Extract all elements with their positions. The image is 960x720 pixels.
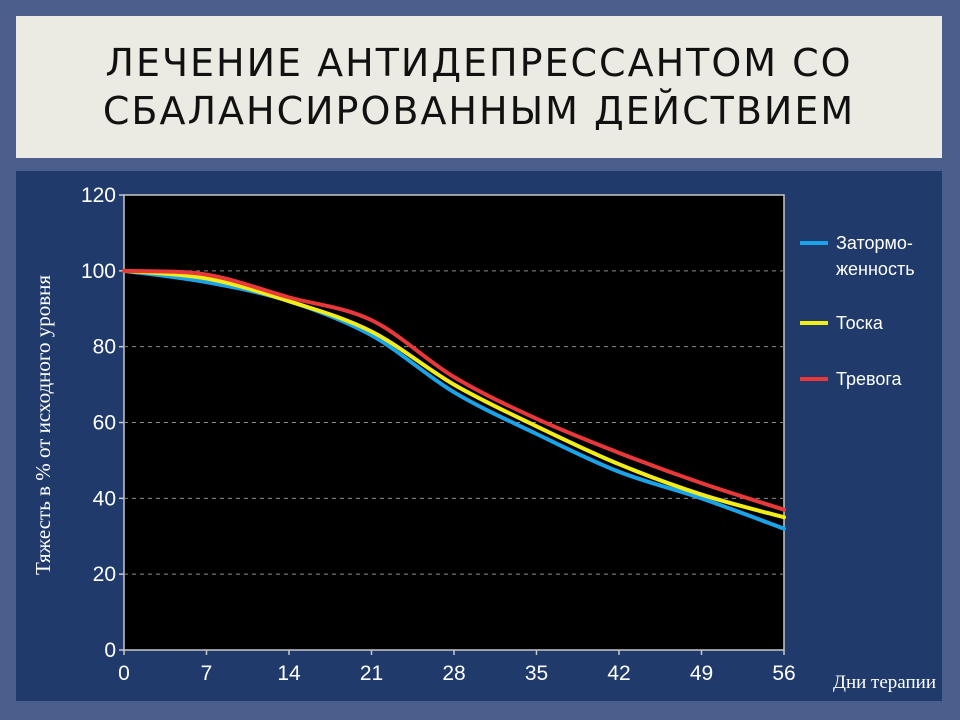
series-lines bbox=[122, 268, 786, 531]
legend-label: женность bbox=[836, 259, 915, 279]
y-tick-label: 0 bbox=[104, 639, 116, 662]
y-tick-label: 80 bbox=[93, 336, 116, 359]
gridlines bbox=[124, 270, 784, 575]
slide-title-line-1: ЛЕЧЕНИЕ АНТИДЕПРЕССАНТОМ СО bbox=[105, 41, 853, 85]
x-tick-label: 42 bbox=[607, 662, 630, 685]
x-tick-label: 35 bbox=[525, 662, 548, 685]
x-tick-label: 56 bbox=[772, 662, 795, 685]
y-tick-label: 20 bbox=[93, 563, 116, 586]
slide-title: ЛЕЧЕНИЕ АНТИДЕПРЕССАНТОМ СО СБАЛАНСИРОВА… bbox=[16, 16, 942, 158]
slide-title-line-2: СБАЛАНСИРОВАННЫМ ДЕЙСТВИЕМ bbox=[102, 89, 856, 133]
y-tick-label: 40 bbox=[93, 487, 116, 510]
y-tick-label: 60 bbox=[93, 412, 116, 435]
x-axis-label: Дни терапии bbox=[833, 672, 936, 693]
y-tick-label: 120 bbox=[81, 184, 116, 207]
series-line-2 bbox=[122, 268, 786, 512]
y-axis-ticks: 0 20 40 60 80 100 120 bbox=[81, 184, 124, 662]
x-tick-label: 49 bbox=[690, 662, 713, 685]
legend-label: Тоска bbox=[836, 313, 884, 333]
legend: Затормо-женность Тоска Тревога bbox=[800, 233, 915, 389]
x-axis-ticks: 0 7 14 21 28 35 42 49 56 bbox=[118, 650, 796, 685]
x-tick-label: 28 bbox=[442, 662, 465, 685]
x-tick-label: 14 bbox=[277, 662, 301, 685]
x-tick-label: 7 bbox=[201, 662, 213, 685]
series-line-0 bbox=[122, 268, 786, 531]
y-axis-label: Тяжесть в % от исходного уровня bbox=[31, 275, 55, 575]
legend-label: Тревога bbox=[836, 369, 903, 389]
legend-label: Затормо- bbox=[836, 233, 913, 253]
series-line-1 bbox=[122, 268, 786, 520]
x-tick-label: 21 bbox=[360, 662, 383, 685]
y-tick-label: 100 bbox=[81, 260, 116, 283]
x-tick-label: 0 bbox=[118, 662, 130, 685]
